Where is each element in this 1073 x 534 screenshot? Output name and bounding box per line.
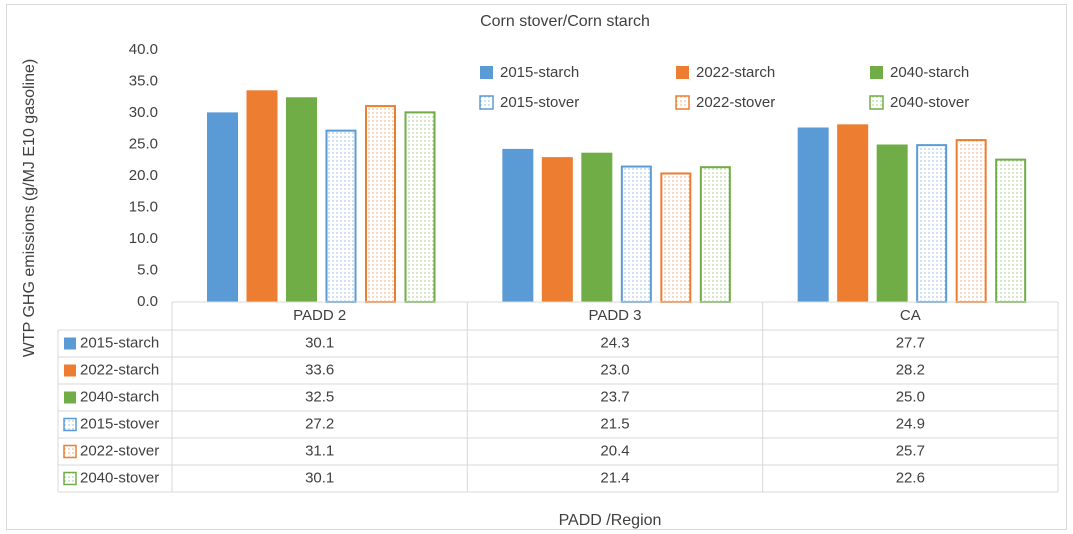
table-value: 27.2: [305, 415, 334, 432]
bar: [995, 158, 1027, 303]
y-tick-label: 35.0: [129, 72, 158, 89]
y-tick-label: 15.0: [129, 198, 158, 215]
table-value: 24.9: [896, 415, 925, 432]
table-value: 23.0: [600, 361, 629, 378]
bar: [286, 97, 317, 302]
bar: [404, 111, 436, 304]
table-swatch: [63, 444, 77, 459]
chart-title: Corn stover/Corn starch: [480, 13, 650, 30]
table-value: 23.7: [600, 388, 629, 405]
legend-swatch: [480, 66, 493, 79]
table-swatch: [64, 391, 76, 404]
y-tick-label: 40.0: [129, 41, 158, 58]
table-row-label: 2040-starch: [80, 388, 159, 405]
table-value: 28.2: [896, 361, 925, 378]
bar: [620, 165, 652, 303]
y-tick-label: 10.0: [129, 230, 158, 247]
y-axis-label: WTP GHG emissions (g/MJ E10 gasoline): [21, 59, 38, 357]
y-tick-label: 0.0: [137, 293, 158, 310]
table-value: 25.0: [896, 388, 925, 405]
legend-swatch: [870, 66, 883, 79]
x-axis-label: PADD /Region: [559, 512, 662, 529]
table-header: PADD 2: [293, 307, 346, 324]
y-tick-label: 5.0: [137, 261, 158, 278]
table-swatch: [63, 471, 77, 486]
bar: [699, 166, 731, 303]
legend-swatch: [869, 95, 884, 110]
table-value: 32.5: [305, 388, 334, 405]
bar: [660, 172, 692, 303]
bar: [502, 148, 534, 302]
legend-label: 2022-starch: [696, 64, 775, 81]
legend-swatch: [676, 66, 689, 79]
bar: [837, 124, 869, 302]
table-value: 24.3: [600, 334, 629, 351]
table-row-label: 2015-starch: [80, 334, 159, 351]
y-tick-label: 20.0: [129, 167, 158, 184]
bar: [955, 139, 987, 303]
table-row-label: 2040-stover: [80, 469, 159, 486]
legend-label: 2015-stover: [500, 94, 579, 111]
table-value: 30.1: [305, 334, 334, 351]
table-value: 21.5: [600, 415, 629, 432]
table-swatch: [64, 364, 76, 377]
table-value: 31.1: [305, 442, 334, 459]
table-row-label: 2015-stover: [80, 415, 159, 432]
legend-label: 2040-starch: [890, 64, 969, 81]
bar: [541, 157, 573, 302]
table-row-label: 2022-stover: [80, 442, 159, 459]
table-value: 30.1: [305, 469, 334, 486]
y-tick-label: 25.0: [129, 135, 158, 152]
table-value: 33.6: [305, 361, 334, 378]
table-row-label: 2022-starch: [80, 361, 159, 378]
table-value: 21.4: [600, 469, 629, 486]
legend-label: 2040-stover: [890, 94, 969, 111]
table-value: 27.7: [896, 334, 925, 351]
bar: [797, 127, 829, 303]
bar: [876, 144, 908, 302]
table-header: CA: [900, 307, 921, 324]
table-value: 22.6: [896, 469, 925, 486]
legend-swatch: [675, 95, 690, 110]
bar: [581, 152, 613, 302]
table-swatch: [63, 417, 77, 432]
bar: [365, 105, 396, 303]
table-header: PADD 3: [588, 307, 641, 324]
bar: [325, 129, 357, 303]
table-value: 20.4: [600, 442, 629, 459]
legend-label: 2022-stover: [696, 94, 775, 111]
legend-label: 2015-starch: [500, 64, 579, 81]
table-value: 25.7: [896, 442, 925, 459]
bar: [246, 90, 278, 302]
y-tick-label: 30.0: [129, 104, 158, 121]
legend-swatch: [479, 95, 494, 110]
bar: [207, 112, 238, 303]
bar: [916, 144, 948, 303]
table-swatch: [64, 337, 76, 350]
